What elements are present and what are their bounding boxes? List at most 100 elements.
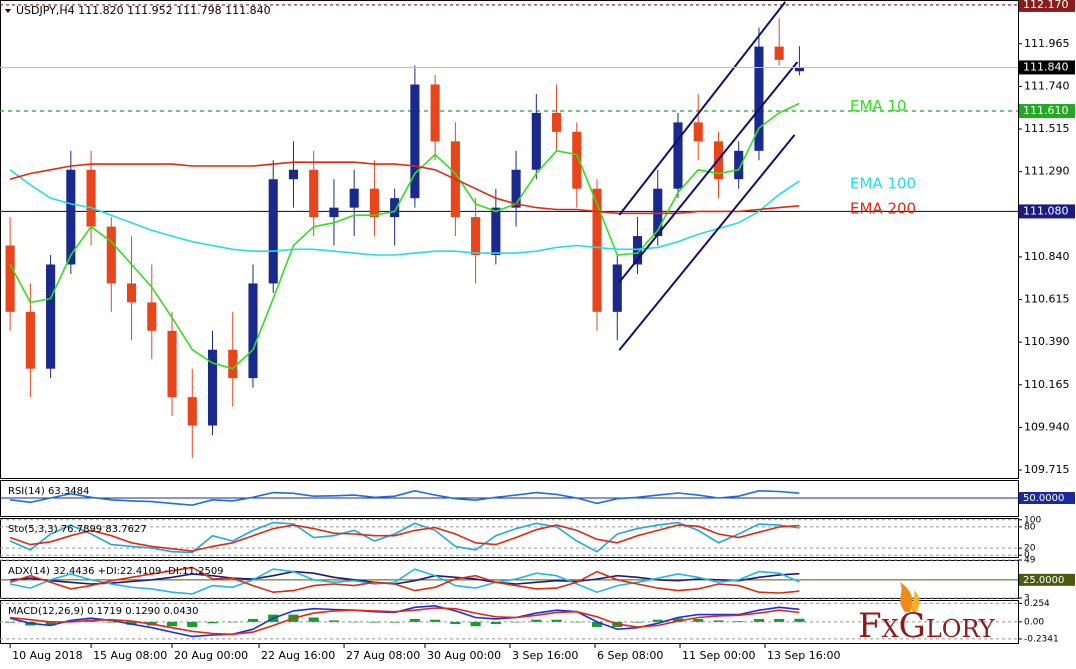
candle-body — [66, 169, 76, 265]
histogram-bar — [652, 619, 663, 622]
histogram-bar — [571, 621, 582, 623]
candle-body — [147, 302, 157, 331]
indicator-line — [9, 161, 800, 215]
indicator-line — [9, 566, 800, 594]
candle-body — [390, 198, 400, 218]
histogram-bar — [430, 619, 441, 622]
histogram-bar — [5, 621, 16, 623]
y-tick-label: 111.515 — [1024, 122, 1070, 135]
brand-text: FxGlory — [858, 606, 996, 646]
histogram-bar — [308, 617, 319, 622]
y-tick-label: 0.00 — [1024, 617, 1044, 627]
candle-body — [86, 169, 96, 227]
indicator-line — [9, 102, 800, 370]
price-box — [1019, 60, 1075, 75]
x-tick-label: 20 Aug 00:00 — [174, 649, 248, 662]
indicator-line — [9, 604, 800, 638]
candle-body — [653, 188, 663, 237]
level-box — [1019, 0, 1075, 12]
candle-body — [187, 397, 197, 426]
histogram-bar — [511, 621, 522, 623]
histogram-bar — [227, 621, 238, 623]
histogram-bar — [247, 618, 259, 622]
price-label: 111.840 — [1023, 60, 1069, 73]
candle-body — [167, 330, 177, 398]
candle-body — [734, 150, 744, 180]
x-tick-label: 13 Sep 16:00 — [767, 649, 840, 662]
y-tick-label: 111.965 — [1024, 37, 1070, 50]
candle-body — [693, 122, 703, 142]
indicator-line — [9, 524, 800, 552]
histogram-bar — [794, 618, 805, 622]
panel-frame — [0, 518, 1019, 558]
candle-body — [248, 283, 258, 379]
candle-body — [491, 207, 501, 256]
y-tick-label: 110.840 — [1024, 250, 1070, 263]
x-tick-label: 10 Aug 2018 — [12, 649, 82, 662]
y-tick-label: 49 — [1024, 556, 1036, 566]
candle-body — [106, 226, 116, 284]
x-tick-label: 27 Aug 08:00 — [346, 649, 420, 662]
channel-line — [618, 61, 799, 283]
candle-body — [369, 188, 379, 218]
histogram-bar — [733, 621, 744, 622]
indicator-line — [9, 521, 800, 554]
candle-body — [794, 67, 804, 72]
level-label: 111.610 — [1023, 104, 1069, 117]
candle-body — [288, 169, 299, 180]
candle-body — [228, 349, 238, 379]
panel-title: MACD(12,26,9) 0.1719 0.1290 0.0430 — [8, 606, 198, 617]
histogram-bar — [450, 621, 461, 625]
x-tick-label: 3 Sep 16:00 — [512, 649, 578, 662]
candle-body — [471, 217, 481, 256]
channel-line — [618, 1, 787, 216]
x-tick-label: 15 Aug 08:00 — [93, 649, 167, 662]
candle-body — [329, 207, 339, 218]
level-box — [1019, 573, 1075, 586]
candle-body — [511, 169, 521, 208]
y-tick-label: 111.740 — [1024, 79, 1070, 92]
histogram-bar — [551, 619, 562, 622]
candle-body — [774, 46, 784, 60]
level-label: 111.080 — [1023, 204, 1069, 217]
indicator-line — [10, 607, 800, 636]
candle-body — [612, 264, 622, 312]
brand-logo: FxGlory — [858, 582, 996, 646]
candle-body — [349, 188, 359, 208]
candle-body — [126, 283, 137, 303]
histogram-bar — [753, 618, 765, 622]
histogram-bar — [470, 621, 481, 627]
y-tick-label: 109.940 — [1024, 420, 1070, 433]
candle-body — [309, 169, 319, 218]
level-box — [1019, 492, 1075, 504]
histogram-bar — [187, 621, 198, 627]
y-tick-label: 110.165 — [1024, 378, 1070, 391]
panel-title: ADX(14) 32.4436 +DI:22.4109 -DI:11.2509 — [8, 566, 224, 577]
histogram-bar — [713, 620, 724, 622]
histogram-bar — [166, 621, 178, 627]
header-arrow — [5, 9, 11, 13]
histogram-bar — [106, 621, 117, 623]
y-tick-label: 110.615 — [1024, 293, 1070, 306]
candle-body — [410, 84, 420, 199]
histogram-bar — [490, 621, 501, 625]
indicator-line — [10, 570, 800, 585]
level-label: 112.170 — [1023, 0, 1069, 11]
x-tick-label: 30 Aug 00:00 — [427, 649, 501, 662]
y-tick-label: 0 — [1024, 551, 1030, 561]
histogram-bar — [632, 621, 643, 623]
panel-title: RSI(14) 63.3484 — [8, 486, 89, 497]
histogram-bar — [774, 618, 785, 622]
y-tick-label: 109.715 — [1024, 463, 1070, 476]
level-box — [1019, 204, 1075, 219]
level-label: 25.0000 — [1023, 575, 1064, 586]
candle-body — [531, 112, 541, 170]
candle-body — [673, 122, 683, 189]
series-label: EMA 10 — [850, 97, 907, 115]
y-tick-label: 20 — [1024, 544, 1036, 554]
channel-line — [618, 134, 796, 351]
indicator-line — [10, 489, 800, 507]
histogram-bar — [693, 618, 704, 622]
candle-body — [754, 46, 764, 151]
